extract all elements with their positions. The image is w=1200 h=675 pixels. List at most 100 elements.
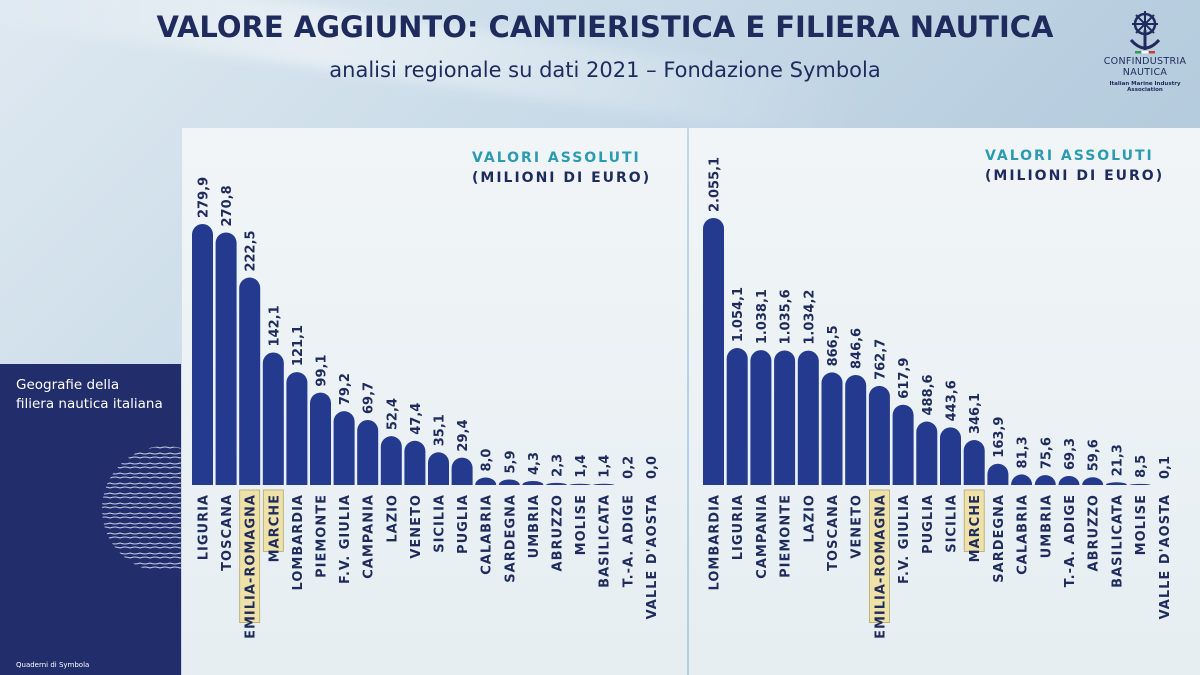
category-label-0-5: PIEMONTE (315, 494, 330, 578)
value-label-0-8: 52,4 (385, 398, 400, 430)
bar-1-1 (726, 348, 748, 485)
bar-0-1 (215, 232, 237, 485)
value-label-1-6: 846,6 (850, 328, 865, 369)
bar-1-6 (845, 375, 867, 485)
chart-panel-left: VALORI ASSOLUTI (MILIONI DI EURO) 279,9 L… (182, 128, 687, 675)
logo-text-line2: NAUTICA (1122, 67, 1168, 78)
value-label-0-5: 99,1 (315, 355, 330, 387)
category-label-1-7: EMILIA-ROMAGNA (873, 494, 888, 639)
value-label-0-18: 0,2 (621, 456, 636, 479)
bar-1-13 (1011, 474, 1033, 485)
category-label-1-15: T.-A. ADIGE (1063, 494, 1078, 587)
category-label-1-5: TOSCANA (826, 494, 841, 571)
value-label-1-2: 1.038,1 (755, 289, 770, 344)
category-label-0-0: LIGURIA (197, 494, 212, 560)
value-label-1-13: 81,3 (1016, 436, 1031, 468)
logo-text-line1: CONFINDUSTRIA (1103, 56, 1187, 67)
bar-1-14 (1034, 475, 1056, 485)
anchor-wheel-icon (1129, 11, 1161, 54)
highlight-box-1-11 (963, 489, 985, 552)
value-label-0-13: 5,9 (503, 450, 518, 473)
category-label-1-11: MARCHE (968, 494, 983, 562)
value-label-0-14: 4,3 (527, 452, 542, 475)
value-label-1-1: 1.054,1 (731, 287, 746, 342)
wave-globe-graphic (102, 446, 185, 569)
category-label-0-18: T.-A. ADIGE (621, 494, 636, 587)
value-label-1-9: 488,6 (921, 374, 936, 415)
bar-1-9 (916, 421, 938, 485)
category-label-0-16: MOLISE (574, 494, 589, 555)
logo-tagline: Italian Marine Industry Association (1109, 81, 1181, 93)
bar-1-4 (797, 350, 819, 485)
category-label-1-12: SARDEGNA (992, 494, 1007, 583)
value-label-0-15: 2,3 (551, 454, 566, 477)
value-label-1-5: 866,5 (826, 325, 841, 366)
category-label-1-1: LIGURIA (731, 494, 746, 560)
category-label-1-8: F.V. GIULIA (897, 494, 912, 584)
category-label-1-6: VENETO (850, 494, 865, 559)
category-label-1-18: MOLISE (1134, 494, 1149, 555)
value-label-0-19: 0,0 (645, 456, 660, 479)
bar-1-10 (940, 427, 961, 485)
value-label-0-10: 35,1 (433, 414, 448, 446)
value-label-0-17: 1,4 (598, 455, 613, 478)
bar-0-13 (498, 479, 520, 485)
category-label-0-3: MARCHE (267, 494, 282, 562)
value-label-1-17: 21,3 (1110, 444, 1125, 476)
sidebar-title-line1: Geografie della (16, 377, 120, 393)
category-label-0-10: SICILIA (433, 494, 448, 553)
value-label-0-11: 29,4 (456, 420, 471, 452)
bar-0-0 (192, 224, 213, 485)
logo: CONFINDUSTRIA NAUTICA Italian Marine Ind… (1095, 10, 1195, 100)
bar-0-12 (475, 477, 497, 485)
page-subtitle: analisi regionale su dati 2021 – Fondazi… (329, 58, 881, 82)
category-label-1-10: SICILIA (945, 494, 960, 553)
chart-left-label-line1: VALORI ASSOLUTI (472, 150, 641, 166)
value-label-1-15: 69,3 (1063, 438, 1078, 470)
bar-1-15 (1058, 475, 1080, 485)
category-label-0-17: BASILICATA (598, 494, 613, 588)
category-label-1-17: BASILICATA (1110, 494, 1125, 588)
bar-0-6 (333, 411, 355, 485)
bar-0-11 (451, 457, 473, 485)
bar-1-17 (1105, 482, 1127, 485)
bar-chart-right: 2.055,1 LOMBARDIA 1.054,1 LIGURIA 1.038,1 CAM… (703, 157, 1173, 639)
category-label-1-9: PUGLIA (921, 494, 936, 554)
value-label-1-11: 346,1 (968, 393, 983, 434)
category-label-0-8: LAZIO (385, 494, 400, 543)
value-label-0-2: 222,5 (244, 230, 259, 271)
value-label-0-3: 142,1 (267, 305, 282, 346)
value-label-0-0: 279,9 (197, 177, 212, 218)
category-label-1-16: ABRUZZO (1087, 494, 1102, 571)
value-label-0-1: 270,8 (220, 185, 235, 226)
bar-1-5 (821, 372, 843, 485)
bar-0-3 (262, 352, 284, 485)
bar-0-15 (546, 482, 567, 485)
bar-0-14 (522, 480, 544, 485)
chart-left-label-line2: (MILIONI DI EURO) (472, 170, 652, 186)
value-label-1-18: 8,5 (1134, 455, 1149, 478)
category-label-0-2: EMILIA-ROMAGNA (244, 494, 259, 639)
bar-1-16 (1082, 477, 1104, 485)
bar-0-5 (310, 392, 331, 485)
chart-panel-right: VALORI ASSOLUTI (MILIONI DI EURO) 2.055,… (689, 128, 1200, 675)
sidebar-cover: Geografie della filiera nautica italiana… (0, 364, 185, 675)
value-label-1-16: 59,6 (1087, 439, 1102, 471)
bar-1-3 (774, 350, 796, 485)
sidebar-title: Geografie della filiera nautica italiana (16, 376, 163, 414)
value-label-1-7: 762,7 (873, 339, 888, 380)
chart-right-label-line1: VALORI ASSOLUTI (985, 148, 1154, 164)
value-label-0-12: 8,0 (480, 449, 495, 472)
bar-0-16 (569, 483, 591, 485)
category-label-0-7: CAMPANIA (362, 494, 377, 579)
value-label-0-7: 69,7 (362, 382, 377, 414)
category-label-0-4: LOMBARDIA (291, 494, 306, 590)
highlight-box-0-2 (239, 489, 261, 624)
bar-0-17 (593, 483, 615, 485)
value-label-0-6: 79,2 (338, 373, 353, 405)
value-label-1-14: 75,6 (1039, 437, 1054, 469)
bar-0-9 (404, 440, 426, 485)
category-label-0-14: UMBRIA (527, 494, 542, 558)
sidebar-title-line2: filiera nautica italiana (16, 396, 163, 412)
value-label-1-8: 617,9 (897, 358, 912, 399)
